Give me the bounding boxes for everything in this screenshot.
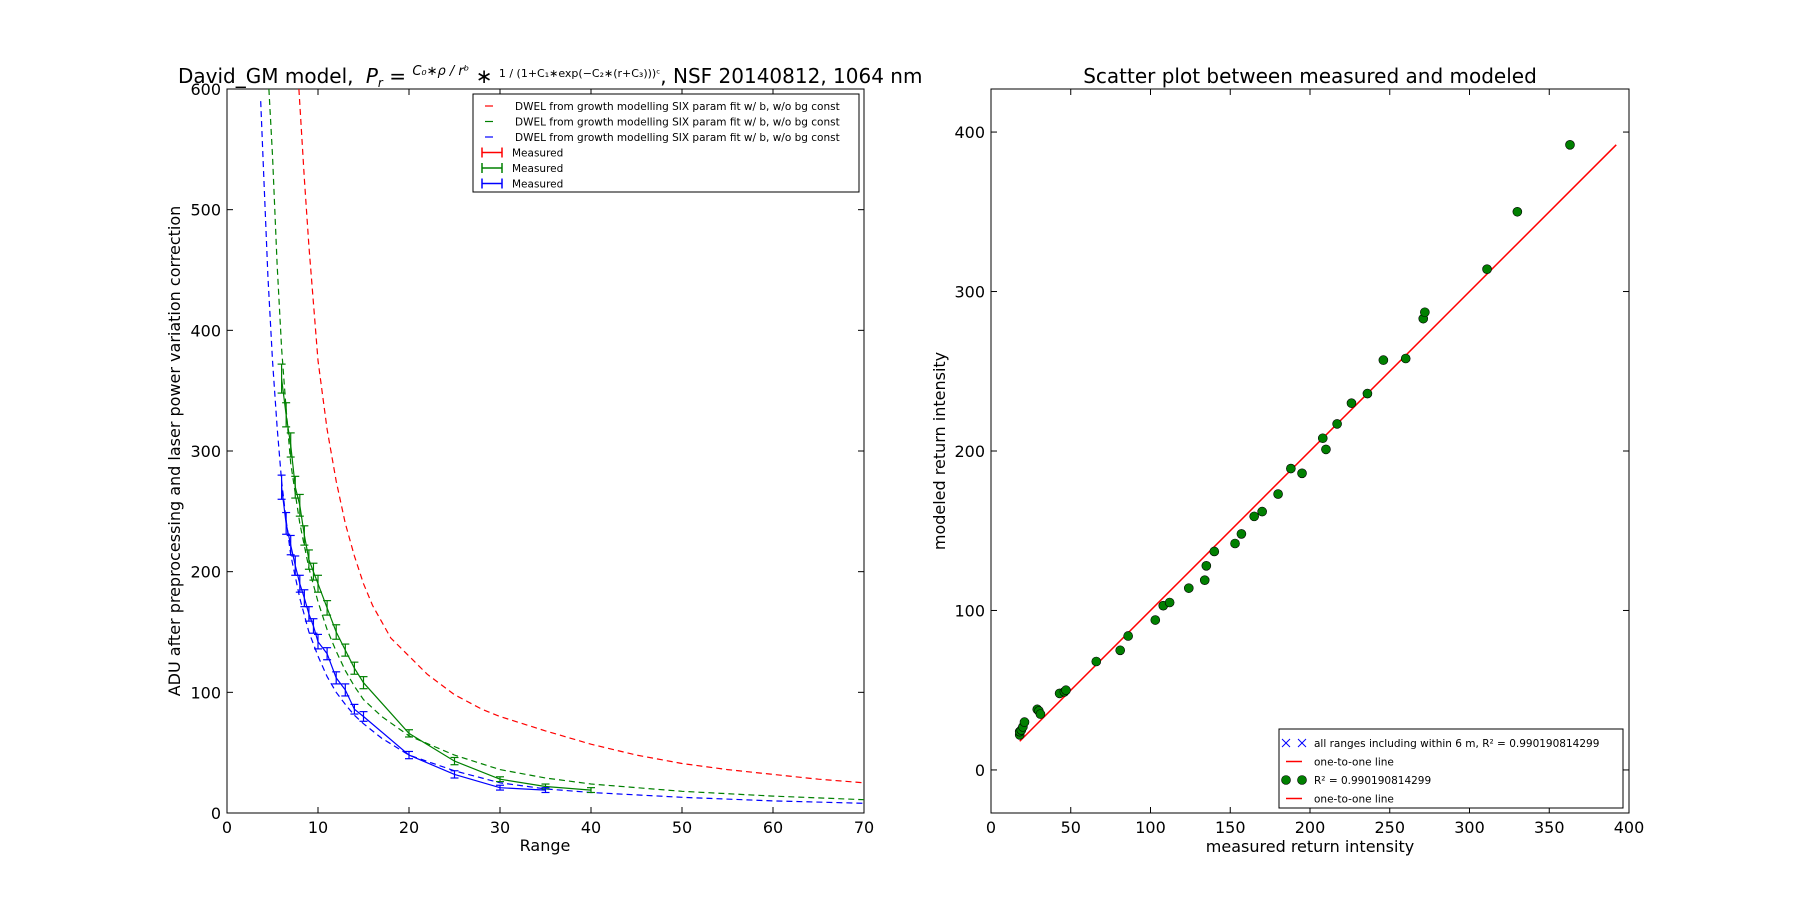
right-y-tick-label: 400 xyxy=(954,123,985,142)
scatter-point xyxy=(1035,709,1046,719)
right-x-tick-label: 400 xyxy=(1614,818,1645,837)
scatter-point xyxy=(1317,433,1328,444)
scatter-point xyxy=(1420,307,1430,318)
left-y-tick-label: 0 xyxy=(211,804,221,823)
left-series-group xyxy=(260,88,865,804)
right-legend: all ranges including within 6 m, R² = 0.… xyxy=(1278,728,1624,809)
scatter-point xyxy=(1332,419,1342,429)
right-x-tick-label: 300 xyxy=(1454,818,1485,837)
scatter-point xyxy=(1199,575,1210,585)
scatter-point xyxy=(1209,546,1220,557)
legend-label-3: one-to-one line xyxy=(1314,794,1394,806)
scatter-point xyxy=(1273,489,1283,499)
left-y-tick-label: 200 xyxy=(190,563,221,582)
right-y-tick-label: 0 xyxy=(975,761,985,780)
legend-label-3: Measured xyxy=(512,148,563,160)
fit-curve-0 xyxy=(298,88,865,784)
scatter-point xyxy=(1230,538,1240,549)
scatter-point xyxy=(1201,561,1212,571)
left-x-tick-label: 10 xyxy=(308,818,328,837)
left-x-tick-label: 50 xyxy=(672,818,692,837)
scatter-point xyxy=(1164,597,1175,608)
scatter-point xyxy=(1115,645,1125,656)
legend-label-5: Measured xyxy=(512,179,563,191)
legend-label-2: DWEL from growth modelling SIX param fit… xyxy=(515,132,840,144)
left-x-tick-label: 30 xyxy=(490,818,510,837)
legend-label-4: Measured xyxy=(512,163,563,175)
scatter-point xyxy=(1061,685,1071,696)
legend-label-1: one-to-one line xyxy=(1314,757,1394,769)
right-x-tick-label: 100 xyxy=(1135,818,1166,837)
right-series-group xyxy=(1014,140,1617,742)
scatter-point xyxy=(1019,717,1030,727)
legend-label-1: DWEL from growth modelling SIX param fit… xyxy=(515,117,840,129)
left-x-tick-label: 0 xyxy=(222,818,232,837)
right-x-tick-label: 200 xyxy=(1295,818,1326,837)
fit-curve-2 xyxy=(260,101,865,804)
right-chart-title: Scatter plot between measured and modele… xyxy=(1083,64,1537,88)
scatter-point xyxy=(1378,355,1389,365)
one-to-one-line xyxy=(1019,144,1617,742)
right-x-tick-label: 0 xyxy=(986,818,996,837)
left-legend: DWEL from growth modelling SIX param fit… xyxy=(472,93,860,193)
left-x-tick-label: 40 xyxy=(581,818,601,837)
legend-circle-marker xyxy=(1281,775,1291,785)
left-y-tick-label: 500 xyxy=(190,201,221,220)
left-axes: 0 10 20 30 40 50 60 70 0 100 200 300 400 500 600 xyxy=(190,80,874,837)
scatter-point xyxy=(1297,468,1307,479)
scatter-point xyxy=(1257,506,1267,517)
legend-label-0: DWEL from growth modelling SIX param fit… xyxy=(515,101,840,113)
legend-label-2: R² = 0.990190814299 xyxy=(1314,775,1431,787)
scatter-point xyxy=(1346,398,1357,408)
scatter-point xyxy=(1150,615,1161,625)
right-y-tick-label: 200 xyxy=(954,442,985,461)
scatter-point xyxy=(1091,656,1102,667)
right-y-tick-label: 300 xyxy=(954,283,985,302)
scatter-point xyxy=(1512,206,1523,217)
right-x-tick-label: 350 xyxy=(1534,818,1565,837)
scatter-point xyxy=(1123,631,1133,641)
right-x-tick-label: 150 xyxy=(1215,818,1246,837)
scatter-point xyxy=(1565,140,1575,150)
scatter-point xyxy=(1249,511,1259,522)
scatter-point xyxy=(1286,463,1296,474)
right-x-tick-label: 50 xyxy=(1061,818,1081,837)
left-x-tick-label: 60 xyxy=(763,818,783,837)
measured-line-4 xyxy=(281,487,546,791)
left-chart: David_GM model, Pr = C₀∗ρ / rᵇ ∗ 1 / (1+… xyxy=(165,64,922,855)
legend-label-0: all ranges including within 6 m, R² = 0.… xyxy=(1314,738,1599,750)
right-y-tick-label: 100 xyxy=(954,601,985,620)
right-axes: 0 50 100 150 200 250 300 350 400 0 100 200 300 400 xyxy=(954,89,1644,837)
right-chart: Scatter plot between measured and modele… xyxy=(930,64,1644,856)
left-y-tick-label: 100 xyxy=(190,683,221,702)
scatter-point xyxy=(1400,353,1411,364)
left-x-tick-label: 70 xyxy=(854,818,874,837)
scatter-point xyxy=(1362,388,1373,399)
fit-curve-1 xyxy=(268,88,865,801)
left-x-tick-label: 20 xyxy=(399,818,419,837)
scatter-point xyxy=(1183,583,1194,593)
right-x-tick-label: 250 xyxy=(1374,818,1405,837)
right-y-axis-label: modeled return intensity xyxy=(930,352,949,550)
left-chart-title: David_GM model, Pr = C₀∗ρ / rᵇ ∗ 1 / (1+… xyxy=(178,64,922,90)
left-y-axis-label: ADU after preprocessing and laser power … xyxy=(165,206,184,697)
left-y-tick-label: 400 xyxy=(190,321,221,340)
left-y-tick-label: 300 xyxy=(190,442,221,461)
scatter-point xyxy=(1482,264,1492,275)
right-x-axis-label: measured return intensity xyxy=(1206,837,1414,856)
left-y-tick-label: 600 xyxy=(190,80,221,99)
scatter-point xyxy=(1321,444,1331,455)
scatter-point xyxy=(1236,529,1247,539)
left-x-axis-label: Range xyxy=(520,836,571,855)
